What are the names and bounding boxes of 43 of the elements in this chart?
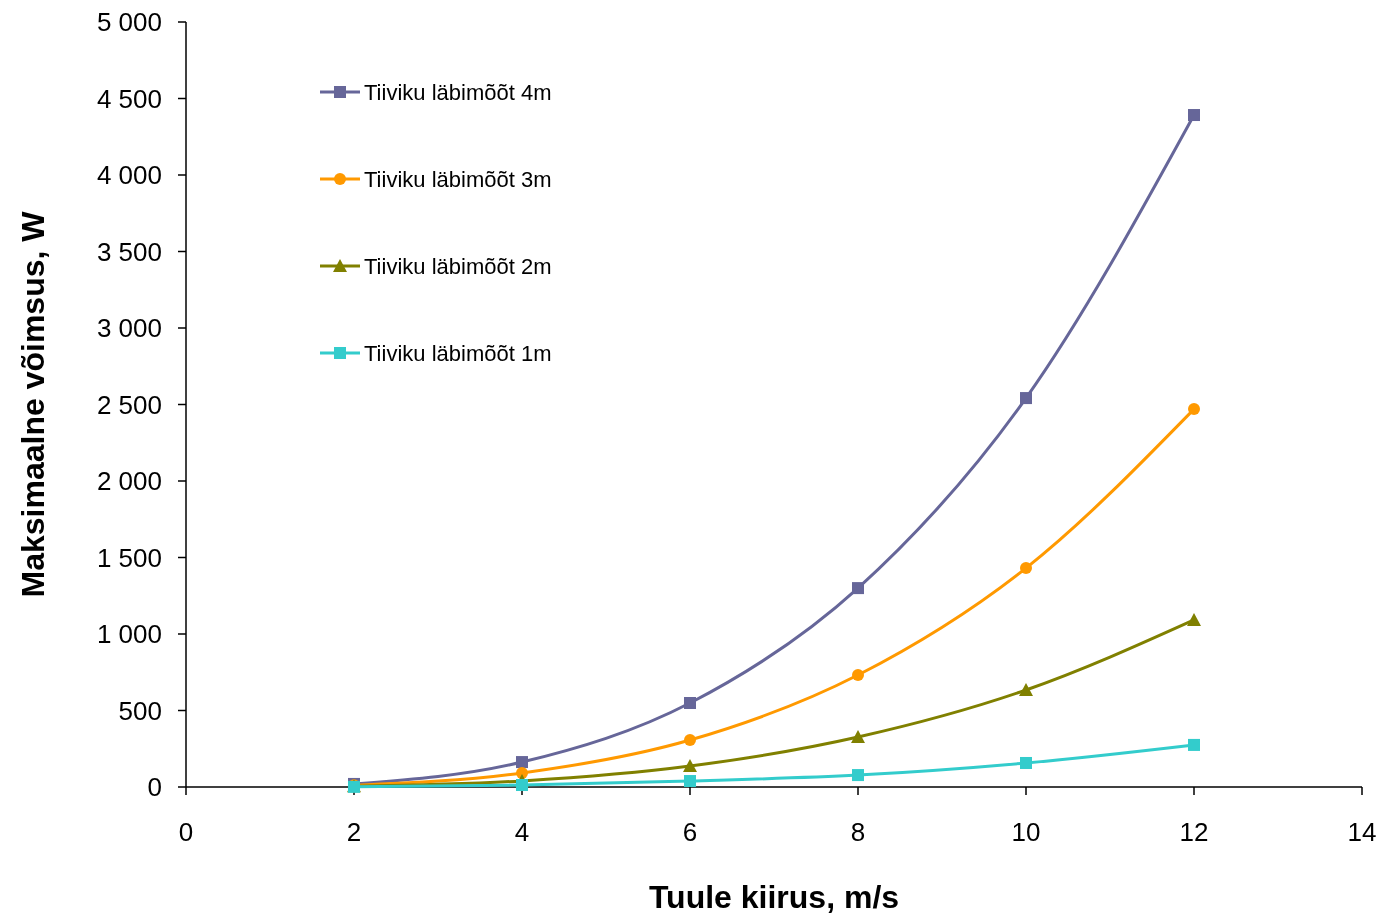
x-tick-label: 6 bbox=[682, 817, 698, 847]
x-tick-label: 2 bbox=[346, 817, 362, 847]
legend-label: Tiiviku läbimõõt 1m bbox=[364, 340, 552, 366]
y-tick-label: 2 500 bbox=[96, 389, 162, 420]
point bbox=[1020, 756, 1032, 769]
x-tick-label: 14 bbox=[1347, 817, 1377, 847]
y-tick-label: 3 500 bbox=[96, 236, 162, 267]
x-tick-label: 4 bbox=[514, 817, 530, 847]
point bbox=[1188, 738, 1200, 751]
point bbox=[1188, 403, 1200, 416]
y-tick-label: 1 500 bbox=[96, 542, 162, 573]
y-tick-label: 0 bbox=[147, 772, 162, 803]
x-tick-label: 8 bbox=[850, 817, 866, 847]
point bbox=[1020, 392, 1032, 405]
point bbox=[851, 729, 865, 743]
point bbox=[684, 697, 696, 709]
point bbox=[683, 759, 697, 773]
point bbox=[852, 769, 864, 782]
point bbox=[684, 734, 696, 747]
y-tick-label: 500 bbox=[118, 695, 162, 726]
point bbox=[1019, 683, 1033, 696]
point bbox=[1187, 612, 1201, 626]
x-tick-label: 0 bbox=[178, 817, 194, 847]
point bbox=[684, 775, 696, 788]
y-tick-label: 5 000 bbox=[96, 7, 162, 38]
point bbox=[516, 756, 528, 769]
point bbox=[1020, 562, 1032, 575]
legend-label: Tiiviku läbimõõt 4m bbox=[364, 79, 552, 105]
y-tick-label: 3 000 bbox=[96, 313, 162, 344]
y-axis-title: Maksimaalne võimsus, W bbox=[15, 210, 51, 598]
point bbox=[852, 669, 864, 681]
y-tick-label: 2 000 bbox=[96, 466, 162, 497]
x-axis-title: Tuule kiirus, m/s bbox=[648, 879, 900, 915]
x-tick-label: 10 bbox=[1011, 817, 1041, 847]
point bbox=[516, 779, 528, 792]
legend-label: Tiiviku läbimõõt 3m bbox=[364, 166, 552, 192]
point bbox=[1188, 109, 1200, 122]
y-tick-label: 4 500 bbox=[96, 83, 162, 114]
y-tick-label: 4 000 bbox=[96, 160, 162, 191]
legend-label: Tiiviku läbimõõt 2m bbox=[364, 253, 552, 279]
x-tick-label: 12 bbox=[1179, 817, 1209, 847]
point bbox=[852, 582, 864, 595]
y-tick-label: 1 000 bbox=[96, 619, 162, 650]
